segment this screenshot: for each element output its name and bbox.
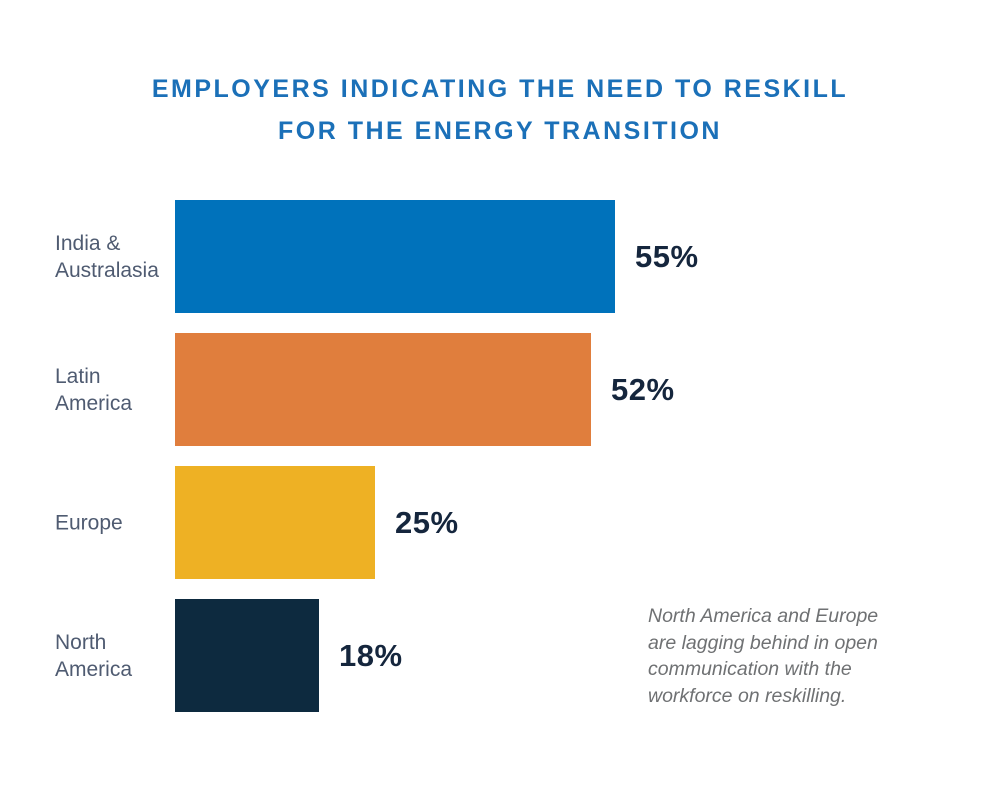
bar — [175, 200, 615, 313]
bar-rows: India & Australasia 55% Latin America 52% … — [0, 200, 1000, 712]
bar — [175, 599, 319, 712]
category-label: Europe — [55, 511, 123, 534]
value-label: 25% — [395, 504, 459, 540]
bar — [175, 466, 375, 579]
bar-row: India & Australasia 55% — [0, 200, 1000, 313]
bar-row: Latin America 52% — [0, 333, 1000, 446]
chart-title: EMPLOYERS INDICATING THE NEED TO RESKILL… — [0, 68, 1000, 152]
bar — [175, 333, 591, 446]
bar-row: North America 18% — [0, 599, 1000, 712]
bar-row: Europe 25% — [0, 466, 1000, 579]
value-label: 55% — [635, 238, 699, 274]
value-label: 18% — [339, 637, 403, 673]
category-label: Latin America — [55, 364, 133, 415]
chart-title-line-2: FOR THE ENERGY TRANSITION — [277, 117, 722, 145]
annotation-note: North America and Europe are lagging behi… — [648, 605, 879, 707]
chart-title-line-1: EMPLOYERS INDICATING THE NEED TO RESKILL — [151, 75, 849, 103]
category-label: India & Australasia — [55, 231, 159, 282]
value-label: 52% — [611, 371, 675, 407]
category-label: North America — [55, 630, 133, 681]
